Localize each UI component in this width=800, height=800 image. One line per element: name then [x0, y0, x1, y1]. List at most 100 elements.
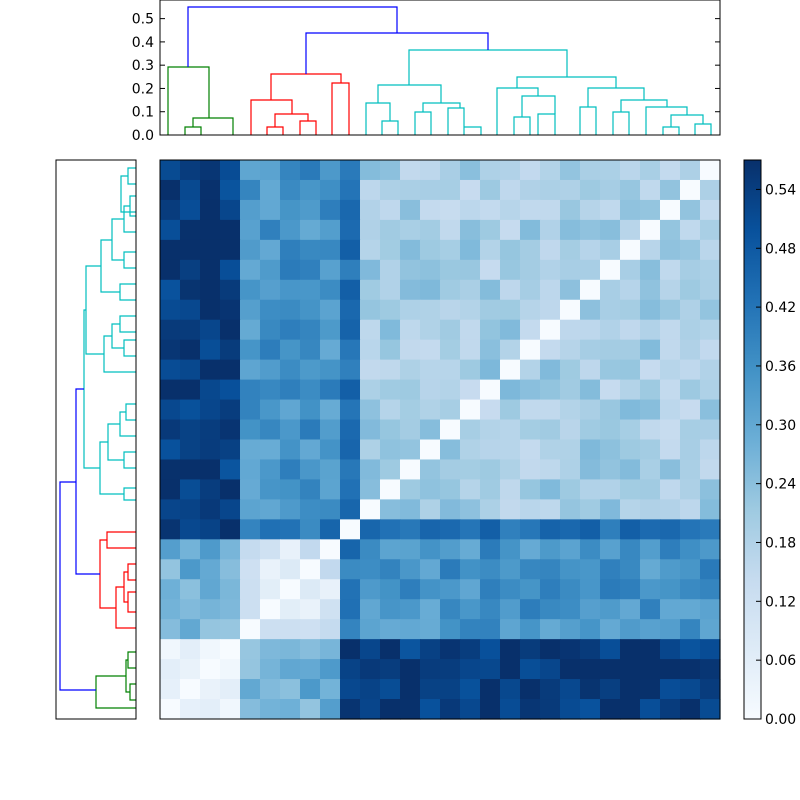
- heatmap-cell: [260, 219, 281, 241]
- top-dendrogram-y-axis: 0.0 0.1 0.2 0.3 0.4 0.5: [132, 12, 720, 144]
- heatmap-cell: [340, 339, 361, 361]
- heatmap-cell: [520, 199, 541, 221]
- heatmap-cell: [340, 239, 361, 261]
- heatmap-cell: [440, 639, 461, 660]
- heatmap-cell: [660, 160, 681, 181]
- heatmap-cell: [640, 419, 661, 441]
- heatmap-cell: [360, 539, 381, 560]
- heatmap-cell: [160, 419, 181, 441]
- heatmap-cell: [620, 279, 641, 301]
- heatmap-cell: [660, 359, 681, 381]
- heatmap-cell: [340, 319, 361, 341]
- heatmap-cell: [560, 619, 581, 640]
- heatmap-cell: [320, 499, 341, 520]
- heatmap-cell: [260, 239, 281, 261]
- heatmap-cell: [680, 539, 701, 560]
- heatmap-cell: [500, 339, 521, 361]
- heatmap-cell: [600, 459, 621, 481]
- heatmap-cell: [620, 459, 641, 481]
- heatmap-cell: [360, 679, 381, 700]
- heatmap-cell: [500, 619, 521, 640]
- heatmap-cell: [320, 339, 341, 361]
- heatmap-cell: [700, 339, 721, 361]
- heatmap-cell: [380, 199, 401, 221]
- heatmap-cell: [280, 379, 301, 401]
- heatmap-cell: [220, 319, 241, 341]
- heatmap-cell: [560, 559, 581, 580]
- heatmap-cell: [440, 299, 461, 321]
- heatmap-cell: [240, 539, 261, 560]
- heatmap-cell: [440, 279, 461, 301]
- heatmap-cell: [240, 599, 261, 620]
- heatmap-cell: [460, 419, 481, 441]
- heatmap-cell: [200, 399, 221, 421]
- heatmap-cell: [280, 259, 301, 281]
- heatmap-cell: [660, 659, 681, 680]
- heatmap-cell: [580, 539, 601, 560]
- heatmap-cell: [420, 559, 441, 580]
- heatmap-cell: [460, 399, 481, 421]
- heatmap-cell: [660, 559, 681, 580]
- heatmap-cell: [260, 639, 281, 660]
- heatmap-cell: [620, 399, 641, 421]
- heatmap-cell: [580, 579, 601, 600]
- left-dendrogram-link: [100, 239, 120, 293]
- heatmap-cell: [540, 599, 561, 620]
- top-dendrogram-link: [192, 117, 234, 135]
- heatmap-cell: [180, 559, 201, 580]
- heatmap-cell: [700, 279, 721, 301]
- heatmap-cell: [640, 399, 661, 421]
- heatmap-cell: [580, 219, 601, 241]
- heatmap-cell: [560, 160, 581, 181]
- heatmap-cell: [680, 559, 701, 580]
- heatmap-cell: [620, 160, 641, 181]
- heatmap-cell: [200, 259, 221, 281]
- left-dendrogram-link: [107, 423, 124, 461]
- heatmap-cell: [320, 199, 341, 221]
- heatmap-cell: [520, 319, 541, 341]
- heatmap-cell: [440, 499, 461, 520]
- heatmap-cell: [520, 379, 541, 401]
- heatmap-cell: [400, 579, 421, 600]
- heatmap-cell: [480, 279, 501, 301]
- heatmap-cell: [240, 279, 261, 301]
- heatmap-cell: [200, 479, 221, 500]
- heatmap-cell: [600, 359, 621, 381]
- heatmap-cell: [580, 699, 601, 720]
- heatmap-cell: [580, 599, 601, 620]
- heatmap-cell: [260, 179, 281, 201]
- heatmap-cell: [280, 539, 301, 560]
- heatmap-cell: [260, 299, 281, 321]
- heatmap-cell: [460, 519, 481, 540]
- heatmap-cell: [700, 239, 721, 261]
- heatmap-cell: [640, 659, 661, 680]
- heatmap-cell: [360, 459, 381, 481]
- heatmap-cell: [480, 659, 501, 680]
- heatmap-cell: [480, 160, 501, 181]
- left-dendrogram-link: [99, 441, 124, 495]
- heatmap-cell: [520, 499, 541, 520]
- heatmap-cell: [320, 519, 341, 540]
- heatmap-cell: [660, 199, 681, 221]
- heatmap-cell: [460, 599, 481, 620]
- heatmap-cell: [480, 419, 501, 441]
- heatmap-cell: [300, 459, 321, 481]
- top-dendrogram-link: [496, 87, 539, 135]
- heatmap-cell: [620, 239, 641, 261]
- top-dendrogram-link: [464, 126, 482, 135]
- heatmap-cell: [260, 279, 281, 301]
- colorbar: [744, 160, 761, 719]
- left-dendrogram-link: [75, 388, 100, 575]
- heatmap-cell: [540, 199, 561, 221]
- left-dendrogram: [59, 167, 136, 709]
- heatmap-cell: [700, 459, 721, 481]
- heatmap-cell: [360, 519, 381, 540]
- heatmap-cell: [640, 479, 661, 500]
- heatmap-cell: [620, 419, 641, 441]
- heatmap-cell: [460, 679, 481, 700]
- heatmap-cell: [520, 299, 541, 321]
- heatmap-cell: [160, 659, 181, 680]
- heatmap-cell: [380, 279, 401, 301]
- heatmap-cell: [640, 619, 661, 640]
- heatmap-cell: [440, 239, 461, 261]
